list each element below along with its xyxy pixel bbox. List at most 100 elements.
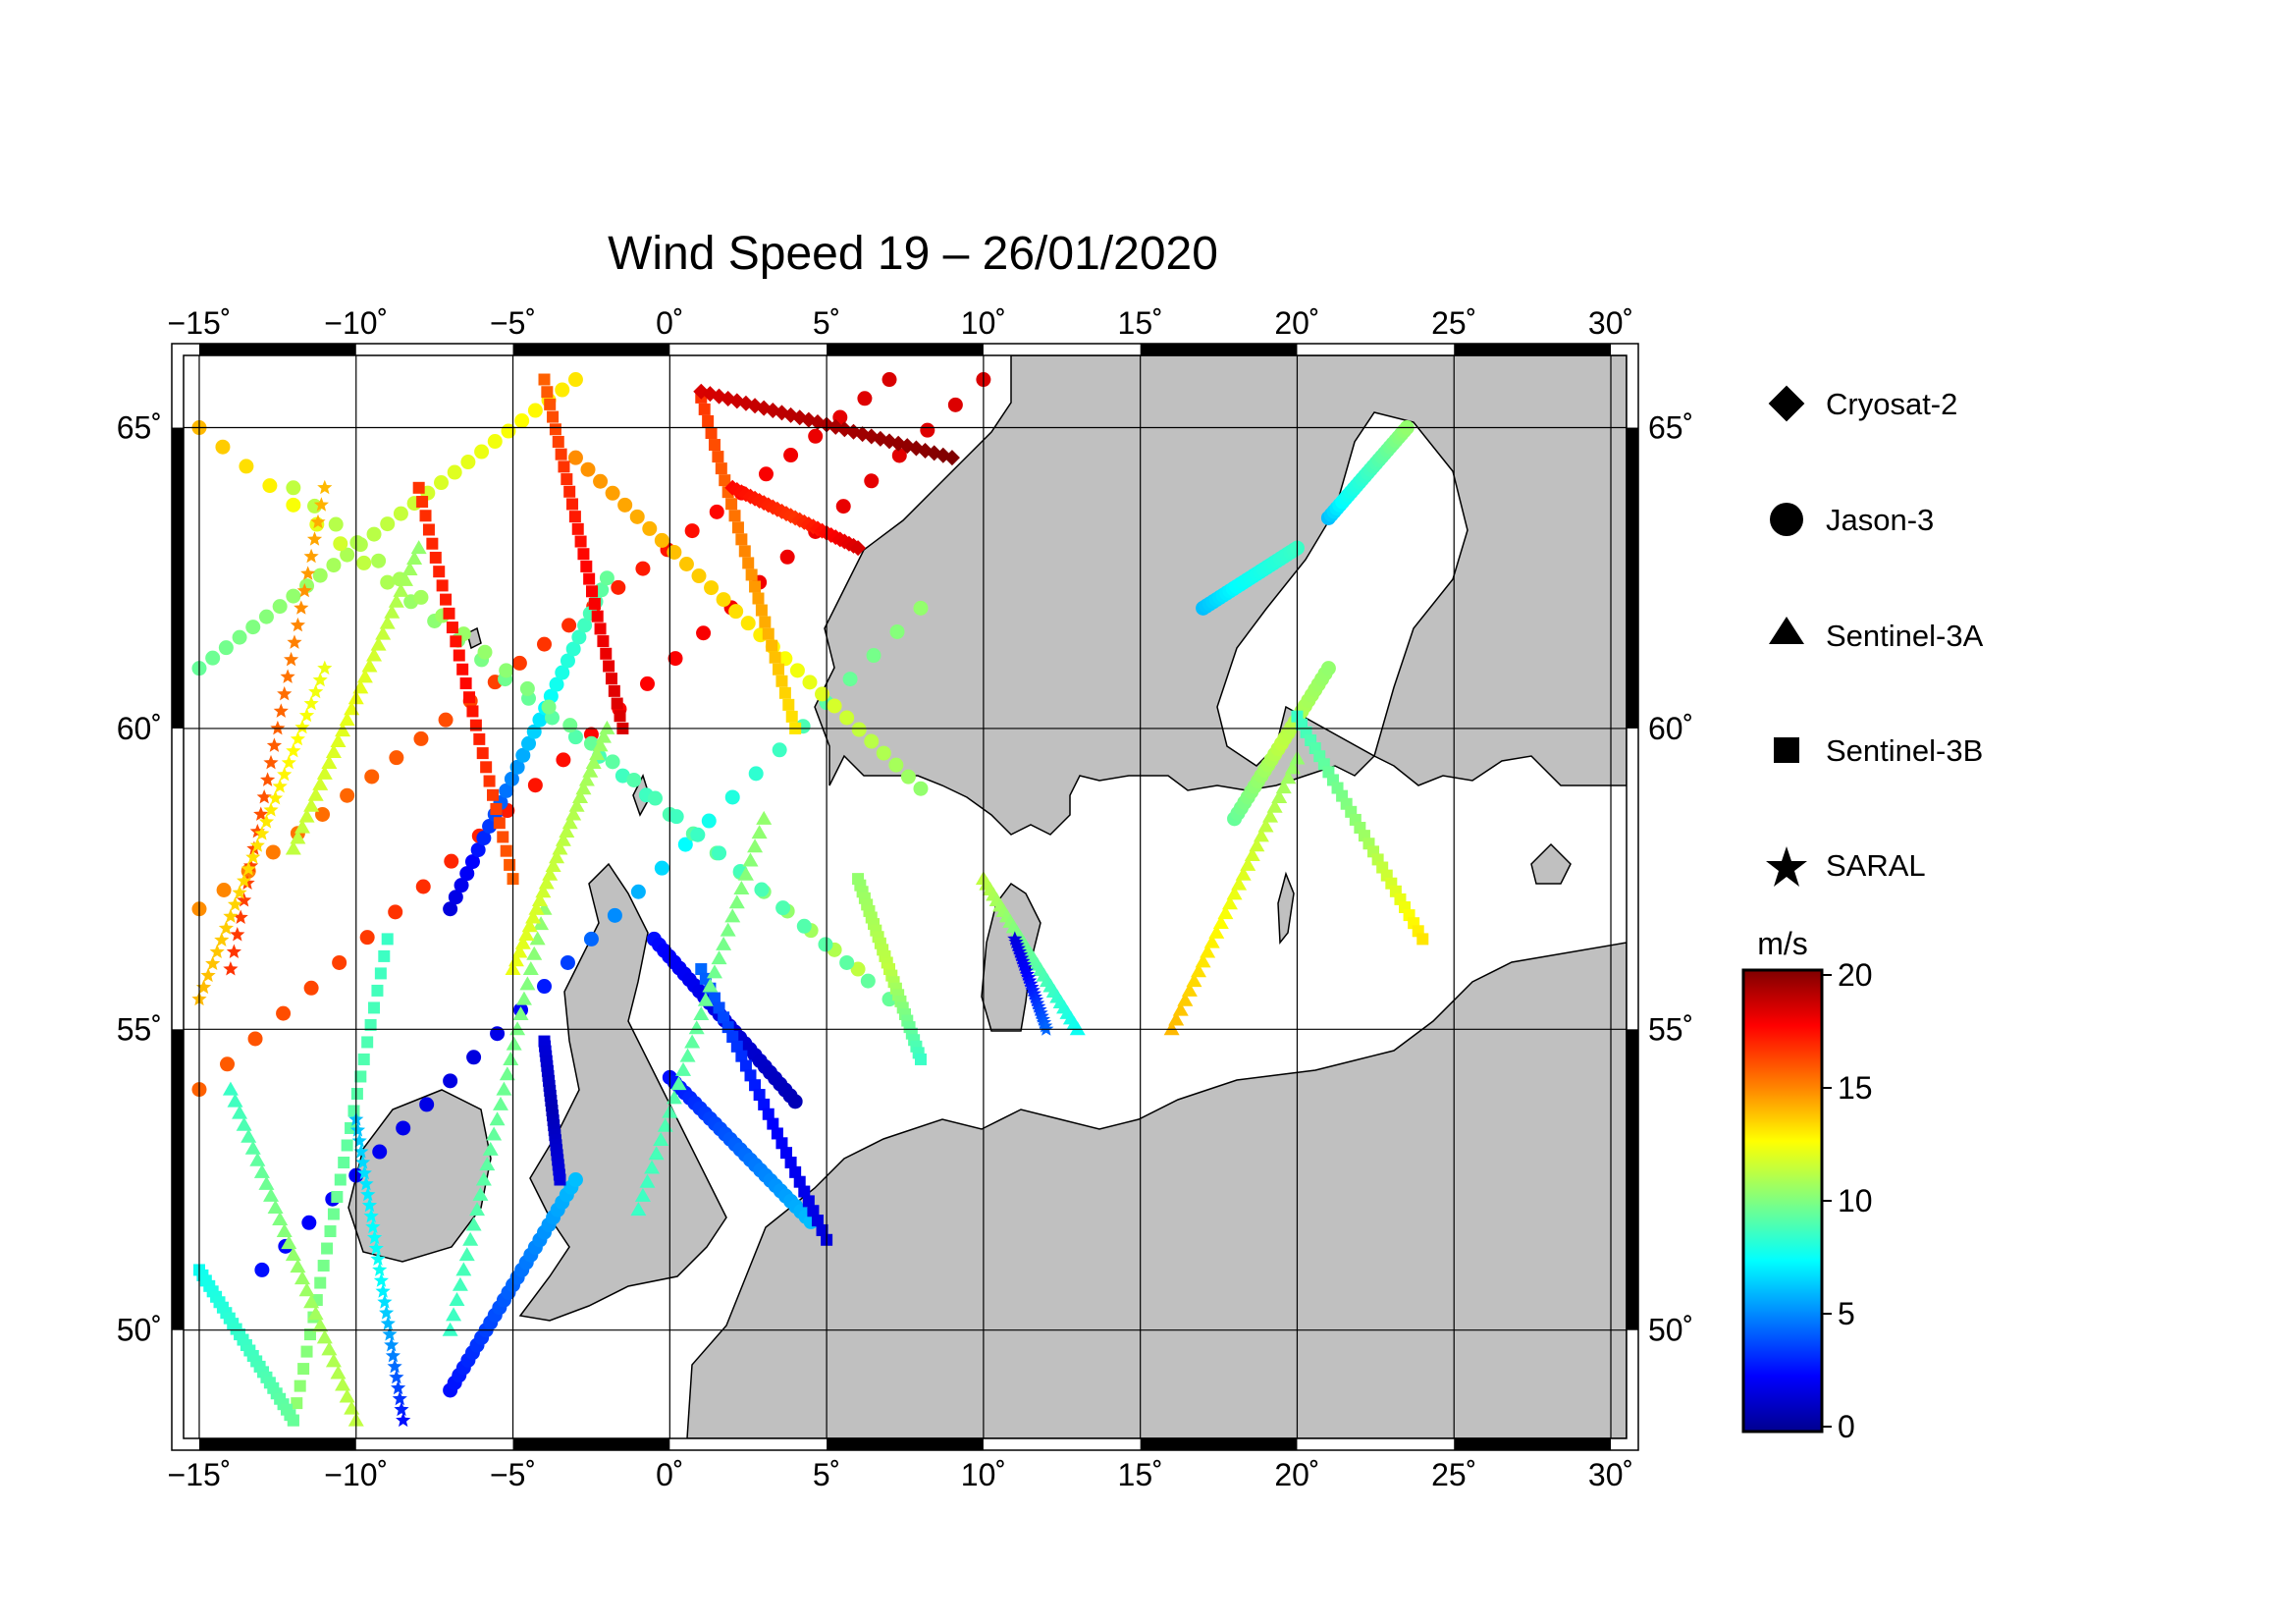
track-point-sentinel3a — [298, 1282, 315, 1297]
track-point-sentinel3a — [384, 604, 400, 619]
track-point-sentinel3a — [281, 1235, 297, 1250]
track-point-jason3 — [864, 473, 880, 489]
track-point-sentinel3b — [338, 1156, 350, 1168]
track-point-jason3 — [537, 636, 552, 652]
lon-tick-label-bottom: −5˚ — [490, 1457, 536, 1492]
track-point-jason3 — [850, 961, 866, 977]
lon-tick-label-top: −10˚ — [324, 305, 388, 341]
track-point-jason3 — [286, 588, 301, 604]
track-point-sentinel3a — [472, 1186, 489, 1201]
track-point-sentinel3a — [294, 1271, 310, 1285]
track-point-sentinel3b — [698, 403, 711, 415]
track-point-jason3 — [913, 781, 929, 796]
frame-bar — [1140, 1438, 1298, 1450]
track-point-sentinel3b — [577, 548, 590, 561]
track-point-sentinel3a — [693, 1005, 710, 1020]
track-point-jason3 — [724, 789, 740, 805]
track-point-sentinel3a — [446, 1307, 462, 1322]
track-point-sentinel3b — [378, 949, 391, 962]
track-point-jason3 — [521, 735, 537, 751]
track-point-sentinel3a — [1280, 770, 1297, 784]
lon-tick-label-top: −5˚ — [490, 305, 536, 341]
track-point-saral — [256, 789, 272, 804]
track-point-sentinel3a — [307, 1306, 324, 1321]
track-point-sentinel3a — [452, 1276, 468, 1291]
track-point-sentinel3a — [469, 1202, 486, 1217]
track-point-saral — [308, 683, 324, 699]
track-point-jason3 — [549, 676, 564, 692]
track-point-sentinel3a — [634, 1187, 651, 1202]
lon-tick-label-top: 10˚ — [961, 305, 1006, 341]
track-point-jason3 — [684, 523, 700, 539]
lon-tick-label-bottom: 25˚ — [1431, 1457, 1476, 1492]
track-point-sentinel3b — [416, 496, 429, 509]
track-point-sentinel3a — [325, 743, 342, 758]
track-point-sentinel3a — [267, 1199, 284, 1214]
track-point-jason3 — [474, 444, 490, 460]
track-point-jason3 — [443, 901, 458, 917]
track-point-sentinel3b — [490, 802, 503, 815]
track-point-sentinel3a — [321, 1341, 338, 1356]
track-point-jason3 — [913, 600, 929, 616]
track-point-sentinel3b — [749, 580, 762, 593]
track-point-sentinel3b — [459, 676, 472, 689]
track-point-sentinel3b — [611, 697, 623, 710]
track-point-sentinel3b — [614, 710, 626, 723]
track-point-sentinel3a — [303, 1294, 320, 1309]
track-point-sentinel3b — [412, 481, 425, 494]
track-point-sentinel3a — [330, 733, 347, 748]
track-point-sentinel3b — [563, 485, 576, 498]
track-point-jason3 — [775, 900, 791, 916]
track-point-jason3 — [635, 561, 651, 576]
track-point-sentinel3a — [492, 1096, 508, 1110]
track-point-jason3 — [728, 604, 744, 620]
track-point-sentinel3b — [368, 1001, 381, 1014]
track-point-jason3 — [802, 675, 818, 690]
track-point-sentinel3b — [914, 1053, 927, 1065]
track-point-jason3 — [654, 860, 669, 876]
track-point-saral — [266, 737, 283, 752]
track-point-sentinel3b — [771, 1127, 783, 1140]
track-point-jason3 — [690, 827, 706, 842]
track-point-jason3 — [891, 448, 907, 463]
track-point-sentinel3a — [1200, 944, 1216, 958]
track-point-saral — [363, 1208, 379, 1223]
track-point-jason3 — [537, 979, 552, 995]
track-point-sentinel3a — [475, 1171, 492, 1186]
track-point-jason3 — [709, 504, 724, 519]
track-point-saral — [300, 566, 316, 580]
track-point-saral — [268, 790, 284, 805]
track-point-sentinel3a — [512, 1005, 529, 1020]
colorbar-tick-label: 10 — [1838, 1183, 1873, 1218]
track-point-saral — [365, 1218, 381, 1234]
track-point-sentinel3b — [544, 398, 557, 410]
track-point-sentinel3b — [744, 1069, 757, 1082]
track-point-saral — [310, 514, 326, 529]
track-point-saral — [258, 814, 275, 829]
track-point-saral — [294, 600, 309, 615]
track-point-sentinel3a — [253, 1163, 270, 1178]
track-point-sentinel3a — [1177, 992, 1194, 1006]
track-point-saral — [227, 896, 243, 911]
track-point-sentinel3a — [684, 1034, 701, 1049]
track-point-saral — [394, 1401, 409, 1417]
track-point-saral — [1039, 1021, 1054, 1036]
track-point-sentinel3a — [503, 1051, 519, 1065]
colorbar-tick-label: 20 — [1838, 957, 1873, 993]
track-point-jason3 — [560, 954, 575, 970]
track-point-jason3 — [245, 620, 261, 635]
track-point-sentinel3a — [290, 1259, 306, 1273]
track-point-saral — [358, 1175, 374, 1191]
track-point-jason3 — [470, 842, 486, 858]
track-point-saral — [290, 617, 305, 632]
track-point-sentinel3a — [499, 1066, 515, 1081]
colorbar-ticks: 0 5 10 15 20 — [1822, 957, 1873, 1444]
track-point-jason3 — [389, 750, 404, 766]
track-point-sentinel3a — [751, 825, 768, 839]
track-point-jason3 — [511, 655, 527, 671]
track-point-sentinel3a — [393, 582, 409, 597]
track-point-saral — [306, 531, 323, 546]
track-point-sentinel3a — [449, 1292, 465, 1307]
track-point-jason3 — [900, 769, 916, 784]
track-point-jason3 — [629, 509, 645, 524]
